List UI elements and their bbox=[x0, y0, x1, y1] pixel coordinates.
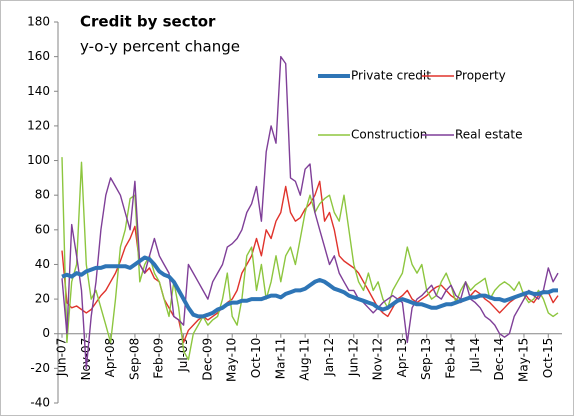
y-tick-label: 160 bbox=[27, 49, 50, 63]
legend-label: Property bbox=[455, 69, 506, 83]
y-tick-label: 0 bbox=[42, 326, 50, 340]
x-tick-label: Jul-14 bbox=[468, 338, 482, 373]
series-line bbox=[61, 157, 559, 361]
x-tick-label: Sep-13 bbox=[419, 338, 433, 380]
y-tick-label: 40 bbox=[35, 257, 50, 271]
legend-label: Construction bbox=[351, 128, 427, 142]
x-tick-label: Dec-09 bbox=[200, 338, 214, 381]
y-tick-label: 60 bbox=[35, 222, 50, 236]
x-tick-label: Nov-12 bbox=[371, 338, 385, 381]
chart-title: Credit by sector bbox=[80, 13, 216, 31]
x-tick-label: Dec-14 bbox=[492, 338, 506, 381]
x-tick-label: Aug-11 bbox=[298, 338, 312, 381]
x-tick-label: Jun-12 bbox=[346, 338, 360, 377]
x-tick-label: Oct-15 bbox=[541, 338, 555, 378]
chart-subtitle: y-o-y percent change bbox=[80, 38, 240, 56]
x-tick-label: Sep-08 bbox=[127, 338, 141, 380]
x-tick-label: May-15 bbox=[516, 338, 530, 382]
y-tick-label: 20 bbox=[35, 292, 50, 306]
legend-label: Real estate bbox=[455, 128, 522, 142]
x-tick-label: Feb-09 bbox=[152, 338, 166, 379]
y-tick-label: 80 bbox=[35, 188, 50, 202]
x-tick-label: Apr-13 bbox=[395, 338, 409, 378]
y-tick-label: -20 bbox=[30, 361, 50, 375]
y-tick-label: 140 bbox=[27, 84, 50, 98]
series-line bbox=[61, 55, 559, 370]
legend-label: Private credit bbox=[351, 69, 431, 83]
y-tick-label: -40 bbox=[30, 396, 50, 410]
x-tick-label: Feb-14 bbox=[444, 338, 458, 379]
y-tick-label: 100 bbox=[27, 153, 50, 167]
x-tick-label: Apr-08 bbox=[103, 338, 117, 378]
x-tick-label: Jan-12 bbox=[322, 338, 336, 377]
x-tick-label: Mar-11 bbox=[273, 338, 287, 379]
x-tick-label: Jun-07 bbox=[55, 338, 69, 377]
series-line bbox=[61, 255, 558, 319]
y-tick-label: 180 bbox=[27, 15, 50, 29]
x-tick-label: Jul-09 bbox=[176, 338, 190, 373]
y-tick-label: 120 bbox=[27, 118, 50, 132]
x-tick-label: Oct-10 bbox=[249, 338, 263, 378]
x-tick-label: May-10 bbox=[225, 338, 239, 382]
